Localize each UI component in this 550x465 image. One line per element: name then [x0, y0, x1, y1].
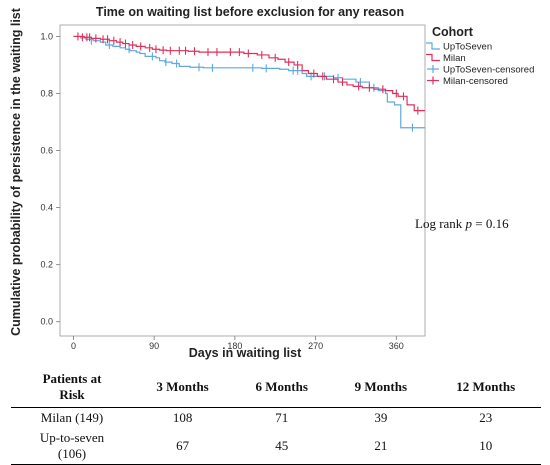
y-tick-label: 0.8	[40, 88, 53, 98]
legend-item-milan[interactable]: Milan	[426, 53, 466, 64]
legend-swatch	[426, 42, 440, 50]
log-rank-value: = 0.16	[472, 216, 509, 231]
risk-row-label: Up-to-seven (106)	[11, 428, 133, 465]
legend-label: Milan-censored	[443, 76, 508, 87]
x-axis-label: Days in waiting list	[189, 346, 302, 360]
y-axis-label: Cumulative probability of persistence in…	[9, 7, 23, 336]
log-rank-prefix: Log rank	[415, 216, 466, 231]
y-tick-label: 0.0	[40, 317, 53, 327]
survival-chart: Time on waiting list before exclusion fo…	[9, 5, 534, 360]
log-rank-annotation: Log rank p = 0.16	[415, 216, 509, 231]
risk-cell: 108	[172, 410, 193, 425]
risk-cell: 23	[479, 410, 493, 425]
risk-row-label: Milan (149)	[40, 410, 104, 425]
x-tick-label: 0	[71, 341, 76, 351]
series-layer	[73, 32, 425, 132]
km-curve-milan	[73, 35, 425, 112]
risk-cell: 10	[430, 428, 541, 465]
risk-header-6m: 6 Months	[232, 367, 332, 408]
legend-label: UpToSeven	[443, 42, 492, 53]
legend[interactable]: Cohort UpToSevenMilanUpToSeven-censoredM…	[426, 25, 534, 87]
risk-cell: 45	[232, 428, 332, 465]
x-tick-label: 270	[308, 341, 323, 351]
x-tick-label: 180	[227, 341, 242, 351]
risk-header-12m: 12 Months	[430, 367, 541, 408]
risk-cell: 71	[275, 410, 289, 425]
y-tick-label: 0.2	[40, 260, 53, 270]
x-tick-label: 360	[389, 341, 404, 351]
risk-header-9m: 9 Months	[331, 367, 431, 408]
y-tick-label: 1.0	[40, 31, 53, 41]
km-curve-uptoseven	[73, 35, 425, 129]
legend-label: Milan	[443, 53, 466, 64]
plot-area-frame	[59, 24, 426, 337]
risk-cell: 21	[331, 428, 431, 465]
risk-cell: 39	[374, 410, 388, 425]
legend-item-uptoseven-censored[interactable]: UpToSeven-censored	[427, 65, 534, 76]
y-axis: 0.0 0.2 0.4 0.6 0.8 1.0	[40, 31, 60, 327]
legend-title: Cohort	[432, 25, 474, 39]
risk-header-3m: 3 Months	[133, 367, 233, 408]
patients-at-risk-table: Patients at Risk 3 Months 6 Months 9 Mon…	[11, 367, 541, 465]
risk-table-header-row: Patients at Risk 3 Months 6 Months 9 Mon…	[11, 367, 541, 408]
y-tick-label: 0.6	[40, 146, 53, 156]
risk-cell: 67	[133, 428, 233, 465]
risk-header-text: Patients at Risk	[42, 371, 102, 402]
log-rank-p: p	[465, 216, 473, 231]
legend-item-uptoseven[interactable]: UpToSeven	[426, 42, 492, 53]
x-tick-label: 90	[149, 341, 159, 351]
risk-header-label: Patients at Risk	[11, 367, 133, 408]
y-tick-label: 0.4	[40, 203, 53, 213]
legend-label: UpToSeven-censored	[443, 65, 534, 76]
risk-row-uptoseven: Up-to-seven (106) 67 45 21 10	[11, 428, 541, 465]
legend-item-milan-censored[interactable]: Milan-censored	[427, 76, 508, 87]
legend-swatch	[426, 53, 440, 62]
x-axis: 0 90 180 270 360	[71, 336, 404, 351]
risk-row-milan: Milan (149) 108 71 39 23	[11, 408, 541, 429]
chart-title: Time on waiting list before exclusion fo…	[96, 5, 404, 19]
